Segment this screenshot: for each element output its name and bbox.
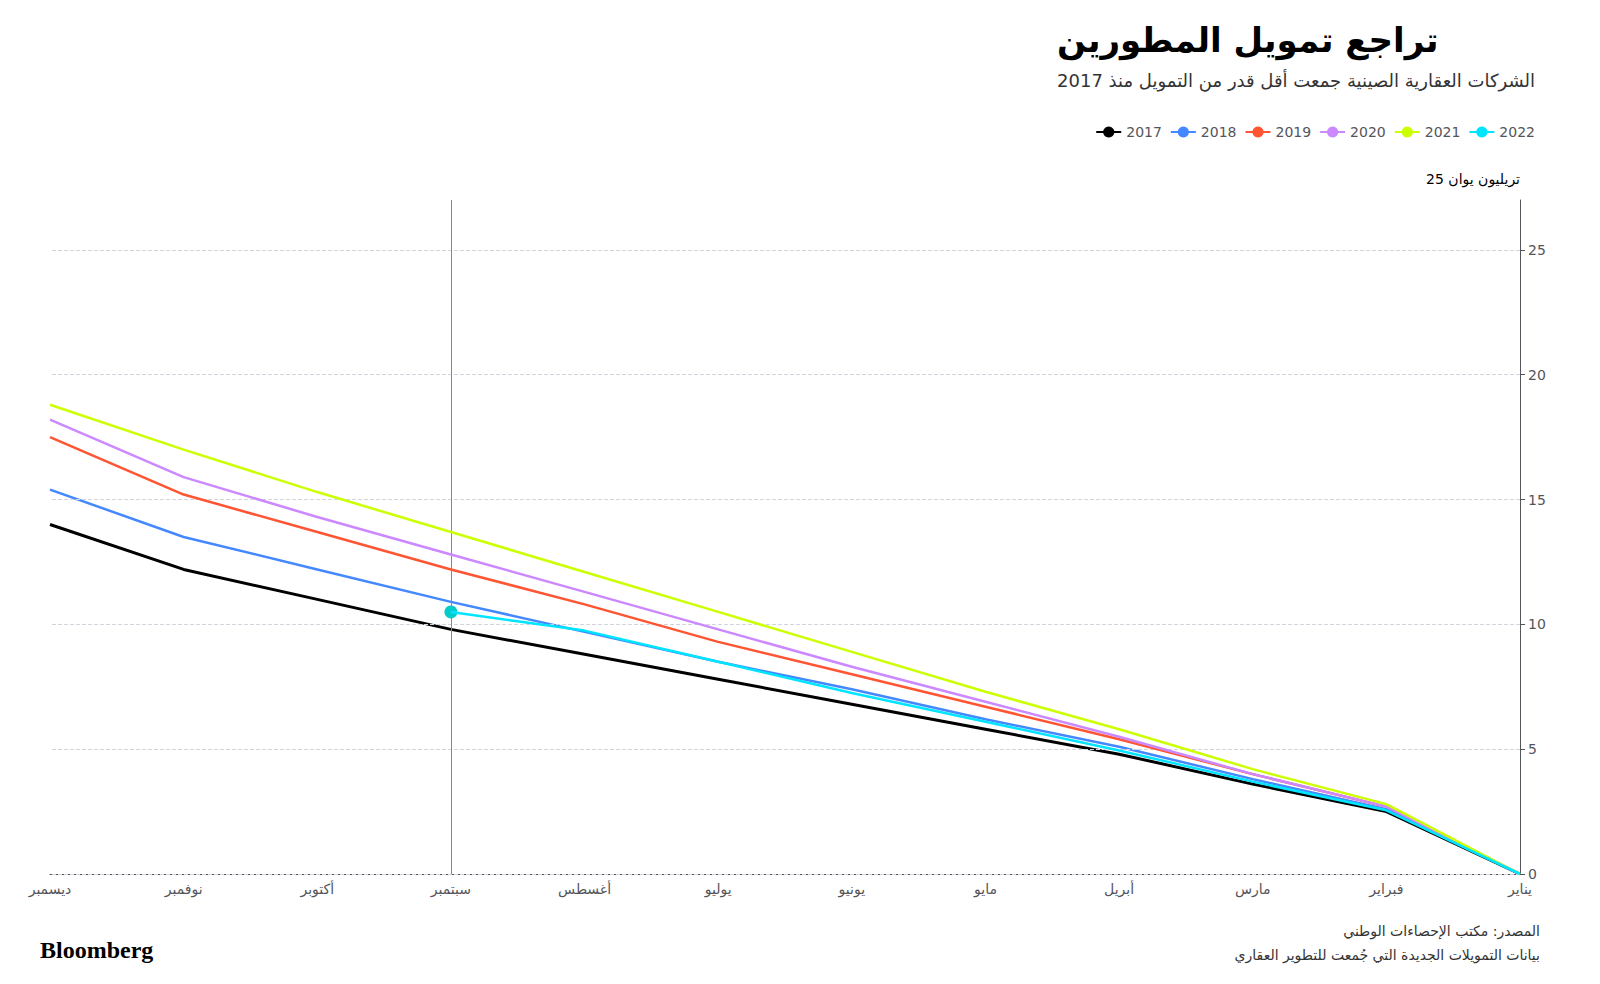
svg-text:5: 5 xyxy=(1528,741,1537,757)
svg-text:2020: 2020 xyxy=(1350,124,1386,140)
svg-text:25 تريليون يوان: 25 تريليون يوان xyxy=(1426,171,1520,188)
svg-text:مايو: مايو xyxy=(973,881,997,898)
svg-text:سبتمبر: سبتمبر xyxy=(430,881,471,898)
svg-text:الشركات العقارية الصينية جمعت: الشركات العقارية الصينية جمعت أقل قدر من… xyxy=(1057,69,1535,92)
svg-text:فبراير: فبراير xyxy=(1368,881,1403,898)
svg-text:يوليو: يوليو xyxy=(704,881,732,898)
svg-text:2021: 2021 xyxy=(1425,124,1461,140)
svg-text:0: 0 xyxy=(1528,866,1537,882)
svg-text:10: 10 xyxy=(1528,616,1546,632)
svg-text:2022: 2022 xyxy=(1499,124,1535,140)
svg-text:بيانات التمويلات الجديدة التي: بيانات التمويلات الجديدة التي جُمعت للتط… xyxy=(1235,947,1540,964)
svg-text:2018: 2018 xyxy=(1201,124,1237,140)
svg-text:يونيو: يونيو xyxy=(838,881,866,898)
svg-text:15: 15 xyxy=(1528,492,1546,508)
svg-text:20: 20 xyxy=(1528,367,1546,383)
svg-text:يناير: يناير xyxy=(1507,881,1532,898)
svg-text:تراجع تمويل المطورين: تراجع تمويل المطورين xyxy=(1057,20,1439,61)
svg-text:Bloomberg: Bloomberg xyxy=(40,937,153,963)
svg-text:أغسطس: أغسطس xyxy=(558,880,611,898)
svg-text:2017: 2017 xyxy=(1126,124,1162,140)
svg-text:المصدر: مكتب الإحصاءات الوطني: المصدر: مكتب الإحصاءات الوطني xyxy=(1343,923,1540,940)
svg-text:أكتوبر: أكتوبر xyxy=(299,880,334,898)
svg-text:25: 25 xyxy=(1528,242,1546,258)
svg-text:نوفمبر: نوفمبر xyxy=(164,881,203,898)
svg-text:2019: 2019 xyxy=(1275,124,1311,140)
svg-text:أبريل: أبريل xyxy=(1104,880,1134,898)
svg-text:مارس: مارس xyxy=(1235,881,1271,898)
svg-text:ديسمبر: ديسمبر xyxy=(28,881,72,898)
